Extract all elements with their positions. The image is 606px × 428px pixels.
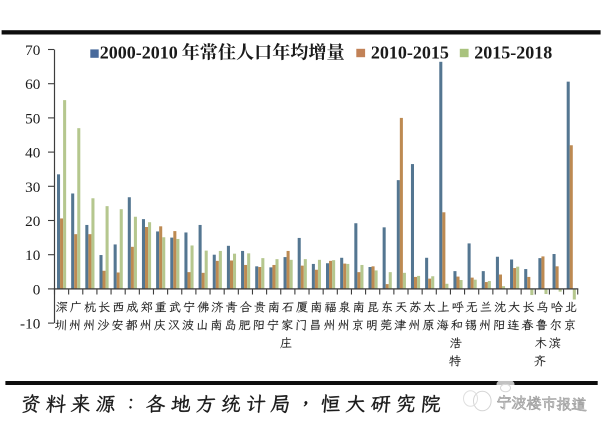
svg-text:40: 40	[25, 145, 41, 162]
svg-text:2015-2018: 2015-2018	[474, 42, 552, 62]
svg-text:10: 10	[25, 247, 41, 264]
svg-text:-10: -10	[20, 316, 41, 333]
svg-text:50: 50	[25, 110, 41, 127]
svg-text:20: 20	[25, 213, 41, 230]
svg-text:70: 70	[25, 42, 41, 59]
svg-text:0: 0	[33, 281, 41, 298]
svg-text:30: 30	[25, 179, 41, 196]
svg-text:2000-2010: 2000-2010	[100, 42, 178, 62]
svg-text:60: 60	[25, 76, 41, 93]
svg-text:2010-2015: 2010-2015	[371, 42, 449, 62]
